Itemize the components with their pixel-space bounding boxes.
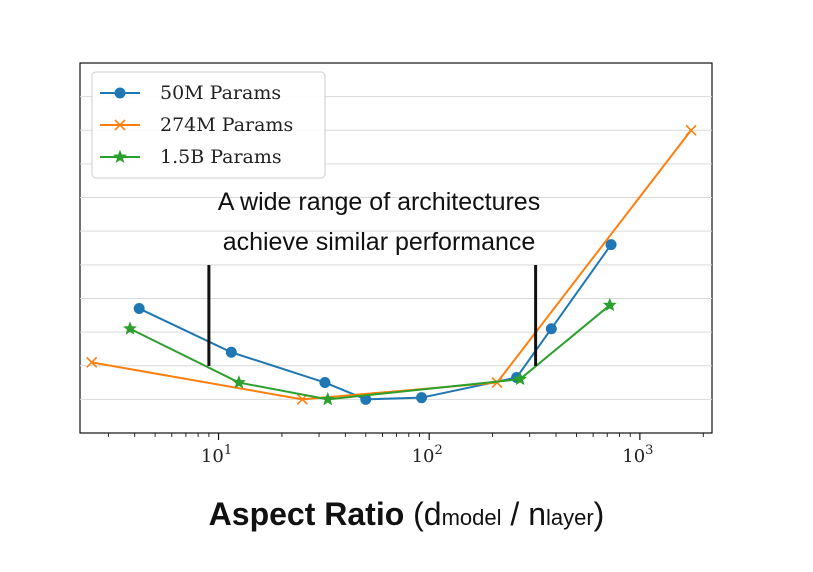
- data-point-1-5b-params: [122, 321, 138, 335]
- legend: 50M Params 274M Params 1.5B Params: [91, 71, 326, 179]
- x-tick-label: 102: [412, 443, 443, 467]
- legend-label-50m-params: 50M Params: [160, 82, 281, 104]
- series-1-5b-params: [122, 297, 617, 406]
- legend-box: [91, 71, 326, 179]
- annotation-line-2: achieve similar performance: [223, 228, 536, 256]
- x-axis-ticks: 101 102 103: [107, 433, 704, 467]
- data-point-50m-params: [225, 346, 237, 358]
- annotation-line-1: A wide range of architectures: [218, 188, 540, 216]
- series-layer: [86, 124, 697, 406]
- series-line-50m-params: [138, 244, 612, 401]
- aspect-ratio-chart: 101 102 103 A wide range of architectures …: [79, 62, 713, 467]
- data-point-274m-params: [86, 356, 98, 368]
- legend-label-274m-params: 274M Params: [160, 114, 293, 136]
- x-axis-label: Aspect Ratio (dmodel / nlayer): [0, 496, 813, 533]
- legend-label-1-5b-params: 1.5B Params: [160, 146, 282, 168]
- data-point-50m-params: [545, 323, 557, 335]
- data-point-1-5b-params: [602, 297, 617, 312]
- data-point-1-5b-params: [231, 375, 246, 389]
- data-point-1-5b-params: [513, 371, 528, 386]
- data-point-1-5b-params: [320, 391, 335, 406]
- legend-marker-1-5b-params: [112, 149, 128, 163]
- x-axis-label-units: (dmodel / nlayer): [404, 496, 605, 532]
- x-tick-label: 101: [201, 443, 232, 467]
- data-point-50m-params: [416, 392, 428, 404]
- x-tick-label: 103: [622, 443, 653, 467]
- legend-marker-274m-params: [114, 119, 126, 131]
- data-point-274m-params: [685, 124, 697, 136]
- data-point-50m-params: [133, 303, 145, 315]
- data-point-50m-params: [319, 377, 331, 389]
- x-axis-label-main: Aspect Ratio: [208, 496, 405, 532]
- annotation: A wide range of architectures achieve si…: [207, 188, 540, 366]
- data-point-50m-params: [605, 239, 617, 251]
- legend-marker-50m-params: [114, 87, 126, 99]
